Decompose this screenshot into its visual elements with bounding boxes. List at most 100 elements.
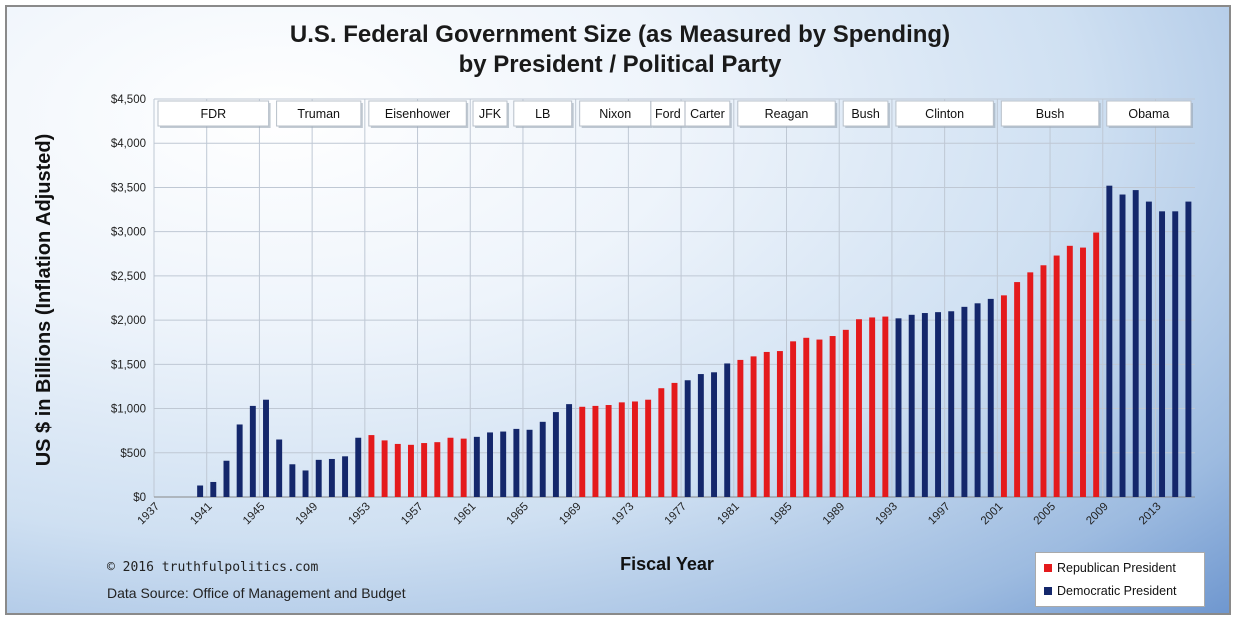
bar-1958 (434, 442, 441, 497)
bar-1964 (513, 428, 520, 497)
bar-1960 (460, 438, 467, 497)
president-label-fdr-0: FDR (157, 100, 271, 128)
bar-1970 (592, 405, 599, 497)
gridlines (153, 98, 1195, 498)
bar-1954 (381, 440, 388, 497)
bar-1998 (961, 306, 968, 497)
bar-1972 (618, 402, 625, 497)
legend-label: Republican President (1057, 561, 1176, 575)
bar-1941 (210, 481, 217, 497)
x-tick-label: 1977 (663, 501, 690, 528)
bar-1962 (487, 432, 493, 497)
bar-1957 (421, 443, 428, 497)
x-tick-label: 1997 (926, 501, 953, 528)
bar-1997 (948, 311, 955, 497)
x-tick-label: 1973 (610, 501, 637, 528)
bar-1989 (842, 329, 849, 497)
chart-subtitle: by President / Political Party (458, 51, 782, 78)
bar-1983 (763, 351, 770, 497)
president-name: Eisenhower (385, 107, 450, 121)
bar-2002 (1014, 282, 1021, 497)
copyright-credit: © 2016 truthfulpolitics.com (107, 560, 319, 575)
president-label-truman-1: Truman (276, 100, 363, 128)
y-tick-label: $4,000 (111, 138, 146, 150)
bar-1994 (908, 314, 915, 497)
bar-1946 (276, 439, 283, 497)
x-tick-label: 1985 (768, 501, 795, 528)
president-label-jfk-3: JFK (472, 100, 510, 128)
bar-1986 (803, 337, 810, 497)
x-tick-label: 2005 (1032, 501, 1059, 528)
president-name: JFK (479, 107, 502, 121)
president-label-box (1106, 100, 1192, 127)
bar-1971 (605, 405, 612, 497)
president-label-bush-9: Bush (842, 100, 890, 128)
president-label-lb-4: LB (513, 100, 574, 128)
president-label-clinton-10: Clinton (895, 100, 996, 128)
president-name: Clinton (925, 107, 964, 121)
bar-2006 (1066, 245, 1073, 497)
bar-1943 (236, 424, 243, 497)
bar-2008 (1093, 232, 1100, 497)
bar-1965 (526, 429, 533, 497)
president-label-box (368, 100, 467, 127)
president-name: Truman (297, 107, 340, 121)
president-label-box (472, 100, 508, 127)
bar-1955 (394, 443, 401, 497)
y-tick-label: $3,500 (111, 182, 146, 194)
legend: Republican President Democratic Presiden… (1035, 552, 1205, 607)
president-name: Carter (690, 107, 725, 121)
bar-1967 (552, 412, 559, 497)
bar-2003 (1027, 272, 1034, 497)
president-name: Obama (1128, 107, 1169, 121)
bar-1979 (711, 372, 717, 497)
bar-1993 (895, 318, 902, 497)
x-tick-label: 2013 (1137, 501, 1164, 528)
chart-title: U.S. Federal Government Size (as Measure… (289, 21, 951, 48)
president-label-box (157, 100, 270, 127)
bar-1985 (790, 341, 797, 497)
president-name: FDR (200, 107, 226, 121)
bar-1947 (289, 464, 296, 497)
legend-item-republican: Republican President (1044, 561, 1176, 575)
x-tick-label: 2001 (979, 501, 1006, 528)
bar-1973 (632, 401, 638, 497)
bar-1953 (368, 435, 375, 497)
bar-1963 (500, 431, 507, 497)
y-tick-label: $2,500 (111, 271, 146, 283)
president-label-box (1000, 100, 1100, 127)
bar-1991 (869, 317, 876, 497)
x-tick-labels: 1937 1941 1945 1949 1953 1957 1961 1965 1969 1973… (136, 501, 1164, 528)
bars (197, 185, 1192, 498)
president-label-nixon-5: Nixon (579, 100, 653, 128)
president-label-box (579, 100, 652, 127)
x-axis-label: Fiscal Year (620, 554, 714, 574)
x-tick-label: 1961 (452, 501, 479, 528)
bar-1988 (829, 336, 836, 497)
x-tick-label: 1953 (346, 501, 373, 528)
bar-2014 (1172, 211, 1179, 497)
x-tick-label: 1957 (399, 501, 426, 528)
x-tick-label: 1969 (557, 501, 584, 528)
president-name: Ford (655, 107, 681, 121)
legend-item-democratic: Democratic President (1044, 584, 1177, 598)
bar-1949 (315, 459, 322, 497)
y-tick-label: $1,000 (111, 404, 146, 416)
bar-1950 (328, 458, 335, 497)
x-tick-label: 1965 (505, 501, 532, 528)
president-label-bush-11: Bush (1000, 100, 1101, 128)
president-label-reagan-8: Reagan (737, 100, 838, 128)
bar-2007 (1080, 247, 1086, 497)
president-name: Bush (1036, 107, 1065, 121)
president-name: Reagan (765, 107, 809, 121)
bar-1982 (750, 356, 757, 497)
x-tick-label: 1945 (241, 501, 268, 528)
y-tick-label: $500 (120, 448, 146, 460)
x-tick-label: 1941 (188, 501, 215, 528)
bar-1976 (671, 382, 678, 497)
president-label-box (276, 100, 362, 127)
bar-2015 (1185, 201, 1192, 497)
president-label-ford-6: Ford (650, 100, 687, 128)
bar-1977 (684, 380, 691, 497)
bar-2004 (1040, 265, 1047, 497)
